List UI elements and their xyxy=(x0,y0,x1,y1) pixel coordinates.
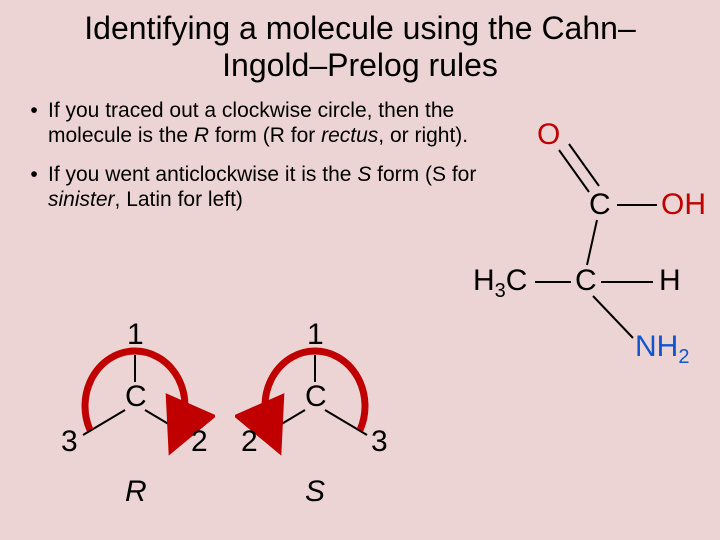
atom-c-top: C xyxy=(589,188,611,222)
priority-3: 3 xyxy=(61,425,78,459)
center-atom: C xyxy=(125,380,147,414)
bullet-marker: • xyxy=(20,162,48,212)
atom-h3c: H3C xyxy=(473,264,527,303)
bullet-text: If you went anticlockwise it is the S fo… xyxy=(48,162,490,212)
page-title: Identifying a molecule using the Cahn–In… xyxy=(0,0,720,92)
bullet-text: If you traced out a clockwise circle, th… xyxy=(48,98,490,148)
atom-c-mid: C xyxy=(575,264,597,298)
bullet-item: • If you went anticlockwise it is the S … xyxy=(20,162,490,212)
bullet-item: • If you traced out a clockwise circle, … xyxy=(20,98,490,148)
molecule-structure: O C OH C H H3C NH2 xyxy=(485,120,715,400)
priority-1: 1 xyxy=(127,318,144,352)
center-atom: C xyxy=(305,380,327,414)
atom-h: H xyxy=(659,264,681,298)
atom-nh2: NH2 xyxy=(635,330,689,369)
priority-3: 3 xyxy=(371,425,388,459)
r-label: R xyxy=(125,475,147,509)
s-label: S xyxy=(305,475,325,509)
priority-2: 2 xyxy=(191,425,208,459)
s-form-diagram: 1 C 2 3 S xyxy=(235,310,395,510)
atom-oh: OH xyxy=(661,188,706,222)
priority-2: 2 xyxy=(241,425,258,459)
atom-o-double: O xyxy=(537,118,560,152)
r-form-diagram: 1 C 3 2 R xyxy=(55,310,215,510)
priority-1: 1 xyxy=(307,318,324,352)
bullet-marker: • xyxy=(20,98,48,148)
rs-diagrams: 1 C 3 2 R 1 C 2 3 S xyxy=(55,310,415,530)
